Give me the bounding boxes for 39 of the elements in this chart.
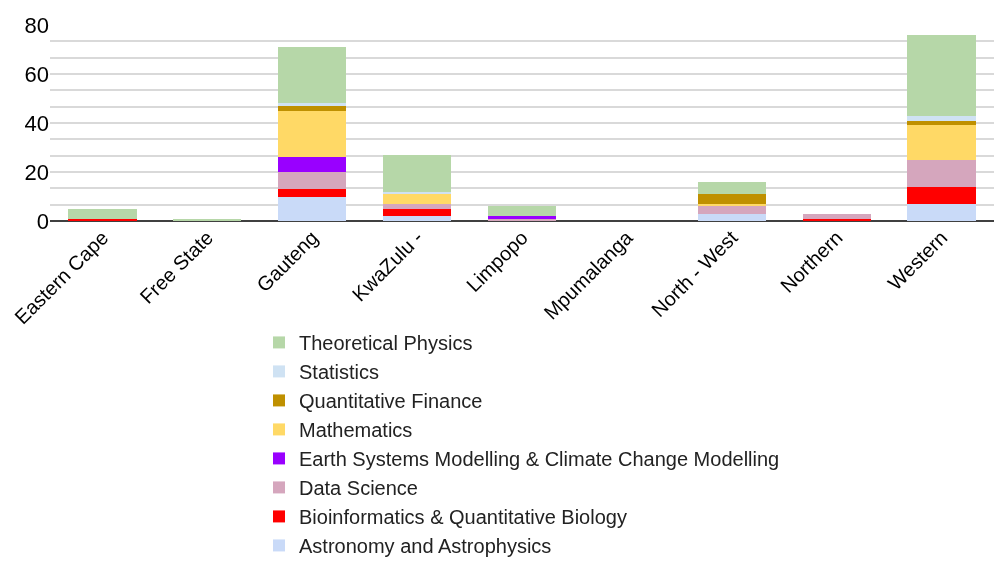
legend-label: Data Science — [299, 477, 418, 500]
bar — [278, 196, 347, 221]
bar — [278, 103, 347, 106]
y-tick-label: 80 — [24, 12, 49, 38]
legend-label: Astronomy and Astrophysics — [299, 535, 552, 558]
bar — [697, 194, 766, 204]
bar — [907, 203, 976, 221]
bar — [278, 110, 347, 158]
bar — [907, 159, 976, 187]
bar — [697, 213, 766, 221]
bar — [802, 213, 871, 219]
y-tick-label: 40 — [24, 110, 49, 136]
bar — [907, 115, 976, 121]
legend-label: Statistics — [299, 361, 380, 384]
y-tick-label: 20 — [24, 159, 49, 185]
y-tick-label: 0 — [36, 208, 49, 234]
bar — [278, 189, 347, 197]
bar — [383, 154, 452, 192]
bar — [278, 47, 347, 104]
bar — [697, 181, 766, 195]
legend-label: Theoretical Physics — [299, 332, 473, 355]
legend-label: Quantitative Finance — [299, 390, 483, 413]
legend-label: Earth Systems Modelling & Climate Change Modelling — [299, 448, 780, 471]
bar — [487, 206, 557, 217]
bar — [68, 208, 137, 219]
bar — [907, 125, 976, 160]
bar — [697, 206, 766, 214]
bar — [278, 172, 347, 190]
y-tick-label: 60 — [24, 61, 49, 87]
bar — [907, 34, 976, 116]
bar — [383, 208, 452, 217]
bar — [383, 216, 452, 221]
bar — [278, 157, 347, 172]
bar — [907, 186, 976, 204]
legend-label: Bioinformatics & Quantitative Biology — [299, 506, 627, 529]
bar — [383, 203, 452, 209]
bar — [383, 194, 452, 204]
bar — [278, 105, 347, 111]
legend-label: Mathematics — [299, 419, 413, 442]
